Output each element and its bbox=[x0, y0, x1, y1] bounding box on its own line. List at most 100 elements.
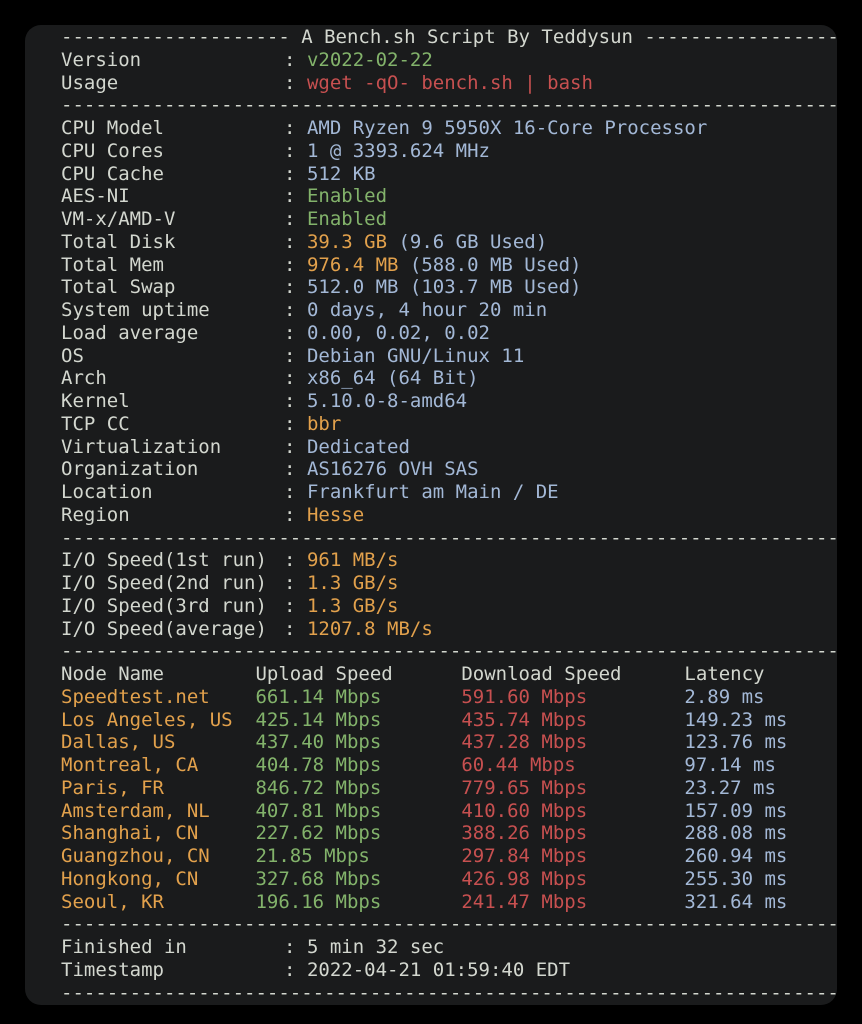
field-colon: : bbox=[284, 572, 307, 594]
node-name: Guangzhou, CN bbox=[61, 845, 210, 867]
download-speed: 779.65 Mbps bbox=[461, 776, 588, 799]
upload-speed: 404.78 Mbps bbox=[255, 754, 382, 776]
field-colon: : bbox=[284, 48, 307, 71]
field-label: I/O Speed(3rd run) bbox=[61, 594, 267, 617]
latency: 260.94 ms bbox=[684, 845, 788, 867]
field-colon: : bbox=[284, 208, 307, 230]
latency: 123.76 ms bbox=[684, 731, 788, 754]
io-speed-row: I/O Speed(1st run): 961 MB/s bbox=[61, 549, 837, 572]
section-divider: ----------------------------------------… bbox=[61, 526, 837, 549]
version-usage-section: Version: v2022-02-22 Usage: wget -qO- ben… bbox=[61, 49, 837, 95]
upload-speed: 846.72 Mbps bbox=[255, 776, 382, 799]
field-label: VM-x/AMD-V bbox=[61, 208, 176, 230]
field-value: Debian GNU/Linux 11 bbox=[306, 344, 525, 367]
field-colon: : bbox=[284, 344, 307, 367]
io-speed-row: I/O Speed(average): 1207.8 MB/s bbox=[61, 618, 837, 641]
field-label: Usage bbox=[61, 71, 119, 94]
field-value: 512 KB bbox=[306, 162, 376, 185]
speedtest-row: Paris, FR 846.72 Mbps 779.65 Mbps 23.27 ms bbox=[61, 777, 837, 800]
system-info-row: System uptime: 0 days, 4 hour 20 min bbox=[61, 299, 837, 322]
footer-row: Finished in: 5 min 32 sec bbox=[61, 936, 837, 959]
io-speed-row: I/O Speed(2nd run): 1.3 GB/s bbox=[61, 572, 837, 595]
info-row: Usage: wget -qO- bench.sh | bash bbox=[61, 72, 837, 95]
node-name: Montreal, CA bbox=[61, 754, 199, 776]
system-info-row: Total Mem: 976.4 MB (588.0 MB Used) bbox=[61, 254, 837, 277]
field-value: 0 days, 4 hour 20 min bbox=[306, 299, 548, 321]
field-value: 39.3 GB bbox=[306, 230, 388, 253]
field-label: Kernel bbox=[61, 390, 130, 412]
field-label: Timestamp bbox=[61, 958, 164, 981]
footer-row: Timestamp: 2022-04-21 01:59:40 EDT bbox=[61, 959, 837, 982]
field-label: Region bbox=[61, 503, 130, 526]
field-colon: : bbox=[284, 503, 307, 526]
field-value: 512.0 MB (103.7 MB Used) bbox=[306, 276, 582, 299]
field-colon: : bbox=[284, 139, 307, 162]
field-label: Finished in bbox=[61, 936, 187, 958]
field-label: Total Mem bbox=[61, 253, 164, 276]
field-label: System uptime bbox=[61, 299, 210, 321]
field-label: CPU Cores bbox=[61, 139, 164, 162]
field-label: Total Disk bbox=[61, 230, 176, 253]
upload-speed: 425.14 Mbps bbox=[255, 708, 382, 731]
upload-speed: 327.68 Mbps bbox=[255, 867, 382, 890]
script-title-line: -------------------- A Bench.sh Script B… bbox=[61, 26, 837, 49]
field-label: Total Swap bbox=[61, 276, 176, 299]
node-name: Los Angeles, US bbox=[61, 708, 233, 731]
field-colon: : bbox=[284, 299, 307, 321]
node-name: Shanghai, CN bbox=[61, 822, 199, 845]
io-speed-row: I/O Speed(3rd run): 1.3 GB/s bbox=[61, 595, 837, 618]
speedtest-row: Dallas, US 437.40 Mbps 437.28 Mbps 123.76 m… bbox=[61, 731, 837, 754]
node-name: Hongkong, CN bbox=[61, 867, 199, 890]
system-info-row: Total Swap: 512.0 MB (103.7 MB Used) bbox=[61, 276, 837, 299]
system-info-section: CPU Model: AMD Ryzen 9 5950X 16-Core Pro… bbox=[61, 117, 837, 527]
field-label: I/O Speed(average) bbox=[61, 617, 267, 640]
field-value: Dedicated bbox=[306, 435, 410, 458]
field-value: Enabled bbox=[306, 208, 388, 230]
field-label: I/O Speed(1st run) bbox=[61, 549, 267, 572]
system-info-row: Location: Frankfurt am Main / DE bbox=[61, 481, 837, 504]
system-info-row: OS: Debian GNU/Linux 11 bbox=[61, 345, 837, 368]
column-header-download-speed: Download Speed bbox=[461, 663, 622, 685]
field-colon: : bbox=[284, 435, 307, 458]
node-name: Speedtest.net bbox=[61, 685, 210, 708]
field-value: 1.3 GB/s bbox=[306, 572, 399, 594]
field-colon: : bbox=[284, 481, 307, 503]
system-info-row: TCP CC: bbr bbox=[61, 413, 837, 436]
upload-speed: 21.85 Mbps bbox=[255, 845, 370, 867]
download-speed: 435.74 Mbps bbox=[461, 708, 588, 731]
field-colon: : bbox=[284, 253, 307, 276]
field-colon: : bbox=[284, 367, 307, 390]
field-value: 961 MB/s bbox=[306, 549, 399, 572]
latency: 321.64 ms bbox=[684, 890, 788, 913]
section-divider: ----------------------------------------… bbox=[61, 981, 837, 1004]
field-label: OS bbox=[61, 344, 84, 367]
field-colon: : bbox=[284, 617, 307, 640]
terminal-window[interactable]: -------------------- A Bench.sh Script B… bbox=[25, 25, 837, 1005]
field-label: Organization bbox=[61, 458, 199, 481]
upload-speed: 407.81 Mbps bbox=[255, 799, 382, 822]
field-label: Version bbox=[61, 48, 142, 71]
field-value: Enabled bbox=[306, 185, 388, 208]
field-value: Frankfurt am Main / DE bbox=[306, 481, 559, 503]
field-colon: : bbox=[284, 276, 307, 299]
download-speed: 241.47 Mbps bbox=[461, 890, 588, 913]
latency: 23.27 ms bbox=[684, 776, 776, 799]
column-header-latency: Latency bbox=[684, 663, 765, 685]
field-value: (588.0 MB Used) bbox=[398, 253, 582, 276]
system-info-row: Virtualization: Dedicated bbox=[61, 436, 837, 459]
download-speed: 437.28 Mbps bbox=[461, 731, 588, 754]
field-colon: : bbox=[284, 390, 307, 412]
speedtest-row: Seoul, KR 196.16 Mbps 241.47 Mbps 321.64 ms bbox=[61, 891, 837, 914]
field-value: 2022-04-21 01:59:40 EDT bbox=[306, 958, 571, 981]
upload-speed: 227.62 Mbps bbox=[255, 822, 382, 845]
latency: 149.23 ms bbox=[684, 708, 788, 731]
download-speed: 591.60 Mbps bbox=[461, 685, 588, 708]
script-title: -------------------- A Bench.sh Script B… bbox=[61, 26, 837, 48]
system-info-row: CPU Model: AMD Ryzen 9 5950X 16-Core Pro… bbox=[61, 117, 837, 140]
info-row: Version: v2022-02-22 bbox=[61, 49, 837, 72]
node-name: Paris, FR bbox=[61, 776, 164, 799]
field-colon: : bbox=[284, 162, 307, 185]
speedtest-header-row: Node Name Upload Speed Download Speed La… bbox=[61, 663, 837, 686]
field-colon: : bbox=[284, 594, 307, 617]
upload-speed: 196.16 Mbps bbox=[255, 890, 382, 913]
